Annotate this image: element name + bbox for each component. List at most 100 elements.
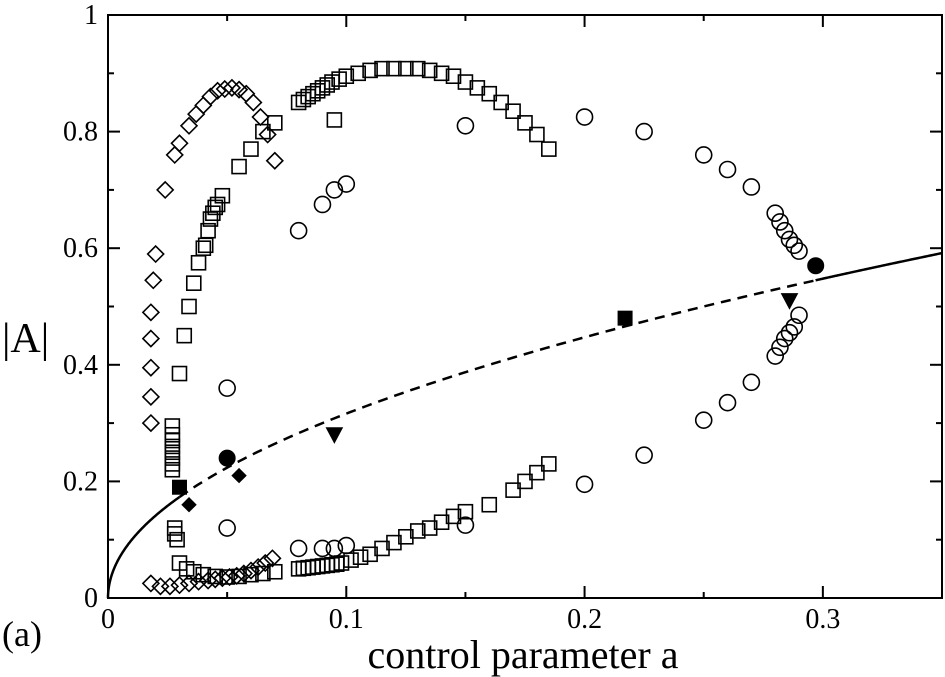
y-tick-label: 0.2	[63, 466, 98, 497]
square-open-marker	[214, 187, 231, 204]
circle-open-marker	[218, 379, 236, 397]
diamond-open-marker	[144, 271, 163, 290]
square-open-marker	[190, 254, 207, 271]
circle-filled-marker	[807, 257, 825, 275]
panel-label: (a)	[2, 614, 42, 654]
diamond-filled-marker	[231, 467, 247, 484]
circle-open-marker	[790, 306, 808, 325]
diamond-open-marker	[179, 116, 199, 135]
square-open-marker	[445, 68, 462, 85]
square-open-marker	[362, 546, 378, 563]
square-open-marker	[386, 60, 402, 77]
circle-open-marker	[456, 516, 475, 534]
circle-open-marker	[325, 181, 344, 199]
diamond-open-marker	[265, 151, 284, 170]
circle-open-marker	[218, 519, 236, 537]
axis-tick-labels: 0 0.1 0.2 0.3 0 0.2 0.4 0.6 0.8 1	[63, 0, 840, 635]
diamond-open-marker	[170, 576, 189, 595]
square-open-marker	[319, 77, 336, 93]
square-filled-marker	[617, 310, 633, 326]
diamond-open-marker	[141, 358, 161, 377]
square-open-marker	[529, 464, 545, 481]
square-open-marker	[309, 558, 326, 575]
square-open-marker	[343, 552, 359, 568]
square-open-marker	[243, 141, 259, 157]
diamond-open-marker	[251, 107, 270, 127]
diamond-open-marker	[213, 569, 232, 588]
circle-open-marker	[790, 242, 808, 260]
diamond-open-marker	[165, 145, 184, 165]
square-open-marker	[457, 503, 474, 520]
circle-open-marker	[780, 323, 799, 342]
diamond-open-marker	[222, 78, 242, 98]
sqrt-curve	[106, 251, 943, 598]
circle-open-marker	[635, 446, 653, 464]
diamond-open-marker	[198, 571, 218, 590]
square-open-marker	[195, 240, 212, 256]
square-open-marker	[314, 558, 331, 574]
diamond-open-marker	[208, 81, 227, 100]
square-open-marker	[290, 94, 307, 111]
square-open-marker	[181, 298, 197, 315]
x-tick-label: 0.1	[329, 604, 364, 635]
square-open-marker	[457, 74, 474, 90]
square-open-marker	[295, 560, 312, 577]
square-open-marker	[169, 531, 185, 548]
diamond-open-marker	[151, 577, 170, 596]
circle-open-marker	[718, 160, 737, 179]
square-open-marker	[433, 514, 450, 531]
square-open-marker	[231, 158, 247, 175]
square-open-marker	[350, 65, 367, 82]
square-open-marker	[231, 568, 247, 585]
triangle-down-filled-marker	[325, 427, 344, 444]
square-open-marker	[433, 65, 450, 82]
circle-open-marker	[456, 116, 475, 135]
circle-open-marker	[766, 347, 785, 365]
circle-open-marker	[766, 204, 785, 223]
x-axis-title: control parameter a	[368, 632, 679, 677]
square-open-marker	[205, 205, 221, 222]
square-open-marker	[374, 60, 390, 77]
x-tick-label: 0.2	[567, 604, 602, 635]
circle-open-marker	[313, 195, 332, 214]
square-open-marker	[421, 520, 438, 536]
diamond-open-marker	[160, 577, 180, 596]
square-open-marker	[374, 540, 390, 557]
square-open-marker	[171, 365, 188, 382]
square-open-marker	[255, 123, 271, 140]
square-open-marker	[386, 534, 402, 551]
y-axis-title: |A|	[2, 316, 49, 362]
diamond-open-marker	[179, 574, 199, 593]
square-open-marker	[398, 60, 414, 77]
circle-open-marker	[785, 236, 804, 255]
diamond-open-marker	[141, 329, 161, 348]
circle-open-marker	[771, 213, 789, 231]
square-open-marker	[541, 141, 557, 157]
square-open-marker	[200, 222, 216, 239]
circle-open-marker	[289, 539, 308, 558]
diamond-open-marker	[256, 553, 275, 573]
diamond-open-marker	[141, 303, 161, 322]
diamond-open-marker	[170, 134, 189, 153]
diamond-open-marker	[194, 96, 213, 115]
y-tick-label: 0.6	[63, 233, 98, 264]
circle-open-marker	[775, 221, 794, 240]
square-open-marker	[481, 496, 498, 513]
x-tick-label: 0	[101, 604, 115, 635]
circle-open-marker	[337, 175, 356, 193]
diamond-open-marker	[156, 180, 175, 200]
square-open-marker	[493, 94, 509, 111]
curve-dashed	[178, 279, 816, 499]
y-tick-label: 0.8	[63, 117, 98, 148]
square-open-marker	[409, 60, 426, 77]
square-open-marker	[409, 523, 426, 539]
square-open-marker	[295, 91, 312, 108]
square-open-marker	[176, 327, 193, 344]
circle-open-marker	[694, 411, 713, 429]
diamond-filled-marker	[181, 497, 197, 513]
circle-open-marker	[325, 539, 344, 558]
square-open-marker	[209, 196, 226, 213]
square-open-marker	[333, 555, 350, 571]
y-tick-label: 1	[84, 0, 98, 31]
